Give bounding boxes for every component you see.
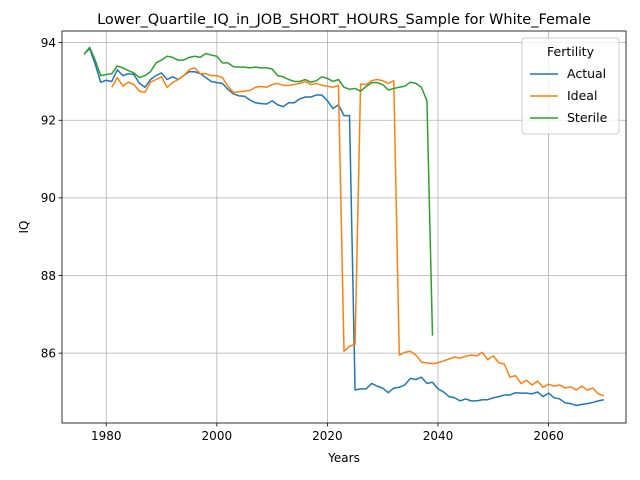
series-line-ideal	[111, 67, 605, 397]
legend-label-ideal: Ideal	[567, 88, 597, 103]
x-tick-label: 2040	[423, 429, 454, 443]
x-axis-label: Years	[327, 451, 360, 465]
y-tick-label: 92	[41, 114, 56, 128]
chart-title: Lower_Quartile_IQ_in_JOB_SHORT_HOURS_Sam…	[97, 12, 591, 28]
x-tick-label: 2000	[202, 429, 233, 443]
y-tick-label: 86	[41, 346, 56, 360]
x-tick-label: 2020	[312, 429, 343, 443]
legend: Fertility Actual Ideal Sterile	[521, 37, 620, 135]
x-tick-label: 1980	[91, 429, 122, 443]
x-tick-label: 2060	[533, 429, 564, 443]
legend-label-actual: Actual	[567, 66, 606, 81]
axes-frame	[61, 30, 627, 424]
y-tick-label: 90	[41, 191, 56, 205]
series-line-sterile	[83, 46, 434, 336]
y-tick-label: 88	[41, 269, 56, 283]
legend-title: Fertility	[547, 44, 595, 59]
x-axis-ticks: 1980 2000 2020 2040 2060	[91, 423, 564, 443]
plot-area	[83, 46, 605, 407]
y-axis-ticks: 86 88 90 92 94	[41, 36, 62, 360]
legend-label-sterile: Sterile	[567, 110, 608, 125]
y-axis-label: IQ	[17, 221, 31, 234]
legend-box	[521, 37, 620, 135]
y-tick-label: 94	[41, 36, 56, 50]
series-line-actual	[83, 47, 605, 407]
